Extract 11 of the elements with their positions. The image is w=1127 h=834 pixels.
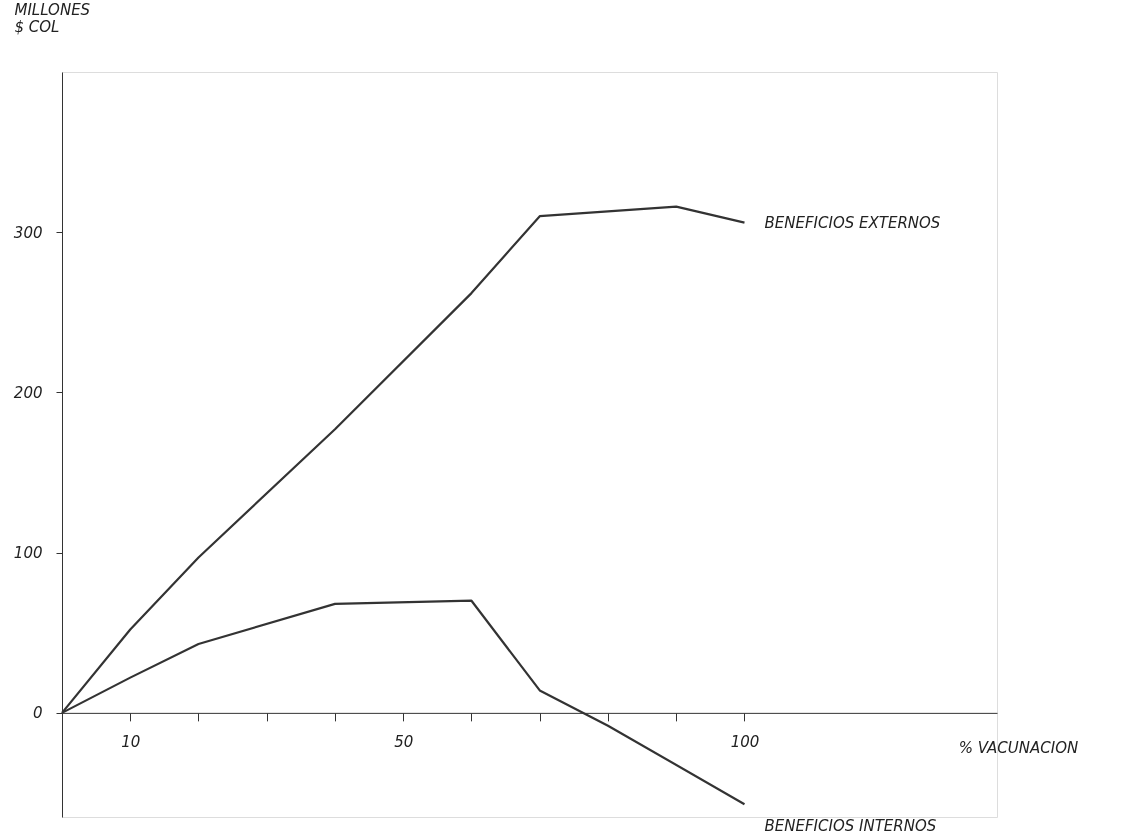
y-tick-label: 300 xyxy=(13,223,43,242)
series-label: BENEFICIOS INTERNOS xyxy=(764,817,937,834)
y-tick-label: 100 xyxy=(13,544,43,563)
series-label: BENEFICIOS EXTERNOS xyxy=(764,213,941,232)
x-tick-label: 50 xyxy=(394,733,414,752)
y-axis-title: MILLONES $ COL xyxy=(14,0,91,36)
x-tick-label: 100 xyxy=(730,733,760,752)
y-tick-label: 200 xyxy=(13,383,43,402)
x-axis-title: % VACUNACION xyxy=(958,739,1079,758)
x-tick-label: 10 xyxy=(121,733,141,752)
y-tick-label: 0 xyxy=(32,704,43,723)
